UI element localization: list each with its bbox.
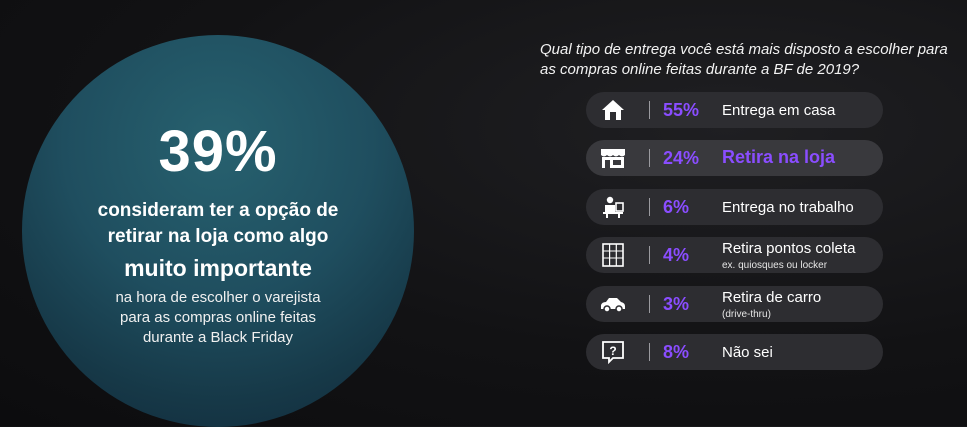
percentage-value: 55% bbox=[663, 100, 700, 120]
result-row: 55% Entrega em casa bbox=[586, 92, 883, 128]
house-icon bbox=[600, 98, 626, 122]
divider bbox=[649, 343, 650, 361]
locker-icon bbox=[600, 243, 626, 267]
option-label: Retira na loja bbox=[722, 147, 835, 168]
stat-text-line2: retirar na loja como algo bbox=[107, 226, 329, 247]
percentage-value: 8% bbox=[663, 342, 690, 362]
stat-text-emphasis: muito importante bbox=[124, 255, 312, 281]
option-label: Retira pontos coleta ex. quiosques ou loc… bbox=[722, 240, 855, 271]
stat-text-line5: para as compras online feitas bbox=[120, 309, 316, 326]
divider bbox=[649, 198, 650, 216]
divider bbox=[649, 295, 650, 313]
stat-text-line6: durante a Black Friday bbox=[142, 329, 294, 346]
result-row: 3% Retira de carro (drive-thru) bbox=[586, 286, 883, 322]
option-label-text: Entrega em casa bbox=[722, 102, 836, 119]
option-label-text: Não sei bbox=[722, 344, 773, 361]
stat-text-line1: consideram ter a opção de bbox=[97, 200, 339, 221]
option-label: Não sei bbox=[722, 344, 773, 361]
result-row: 6% Entrega no trabalho bbox=[586, 189, 883, 225]
divider bbox=[649, 101, 650, 119]
option-label: Retira de carro (drive-thru) bbox=[722, 289, 821, 320]
big-stat: 39% bbox=[158, 119, 278, 184]
result-row: ? 8% Não sei bbox=[586, 334, 883, 370]
percentage-value: 4% bbox=[663, 245, 690, 265]
question-icon: ? bbox=[600, 340, 626, 364]
option-sublabel: ex. quiosques ou locker bbox=[722, 260, 828, 271]
result-row: 24% Retira na loja bbox=[586, 140, 883, 176]
result-row: 4% Retira pontos coleta ex. quiosques ou l… bbox=[586, 237, 883, 273]
option-label-text: Retira de carro bbox=[722, 289, 822, 306]
office-worker-icon bbox=[600, 195, 626, 219]
storefront-icon bbox=[600, 146, 626, 170]
highlight-circle bbox=[22, 35, 414, 427]
option-sublabel: (drive-thru) bbox=[722, 309, 771, 320]
percentage-value: 24% bbox=[663, 148, 700, 168]
divider bbox=[649, 246, 650, 264]
percentage-value: 6% bbox=[663, 197, 690, 217]
car-icon bbox=[600, 292, 626, 316]
survey-question: Qual tipo de entrega você está mais disp… bbox=[540, 41, 948, 78]
option-label-text: Retira na loja bbox=[722, 147, 836, 167]
option-label: Entrega no trabalho bbox=[722, 199, 854, 216]
divider bbox=[649, 149, 650, 167]
stat-text-line4: na hora de escolher o varejista bbox=[115, 289, 321, 306]
option-label-text: Retira pontos coleta bbox=[722, 240, 856, 257]
svg-text:?: ? bbox=[609, 344, 616, 358]
option-label-text: Entrega no trabalho bbox=[722, 199, 854, 216]
option-label: Entrega em casa bbox=[722, 102, 835, 119]
percentage-value: 3% bbox=[663, 294, 690, 314]
